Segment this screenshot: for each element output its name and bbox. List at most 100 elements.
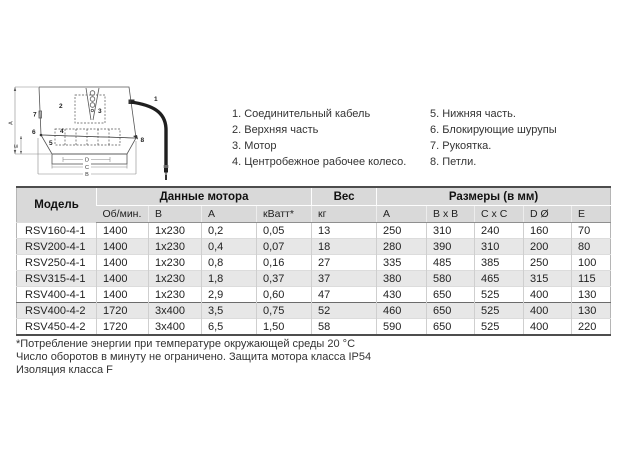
table-row: RSV250-4-1 1400 1x230 0,8 0,16 27 335 485 385 250…: [16, 254, 611, 271]
dim-label-d: D: [85, 158, 89, 164]
column-header-volts: В: [148, 205, 202, 223]
lower-body-outline: [40, 134, 137, 155]
value-cell: 1400: [96, 286, 149, 303]
value-cell: 400: [523, 286, 572, 303]
value-cell: 650: [426, 286, 475, 303]
spec-table-body: RSV160-4-1 1400 1x230 0,2 0,05 13 250 310 240 160…: [16, 222, 611, 335]
value-cell: 115: [571, 270, 611, 287]
column-header-kg: кг: [311, 205, 377, 223]
fan-diagram: A E D C B 1 2 3 4 5 6 7 8: [9, 86, 169, 180]
column-header-model: Модель: [16, 187, 97, 223]
dim-label-e: E: [14, 144, 20, 148]
table-group-header: Модель Данные мотора Вес Размеры (в мм): [16, 187, 611, 223]
value-cell: 130: [571, 302, 611, 319]
value-cell: 70: [571, 222, 611, 239]
value-cell: 1x230: [148, 238, 202, 255]
column-group-weight: Вес: [311, 187, 377, 206]
value-cell: 1400: [96, 222, 149, 239]
handle-mark: [38, 110, 42, 119]
column-header-dim-e: E: [571, 205, 611, 223]
value-cell: 485: [426, 254, 475, 271]
legend-item: 3. Мотор: [232, 140, 277, 152]
legend-item: 7. Рукоятка.: [430, 140, 492, 152]
legend-item: 8. Петли.: [430, 156, 477, 168]
model-cell: RSV315-4-1: [16, 270, 97, 287]
value-cell: 200: [523, 238, 572, 255]
footnote-line: Число оборотов в минуту не ограничено. З…: [16, 351, 372, 363]
impeller-outline: [54, 128, 121, 146]
parts-legend-left: 1. Соединительный кабель 2. Верхняя част…: [232, 106, 406, 170]
column-group-motor-data: Данные мотора: [95, 187, 312, 206]
table-row: RSV400-4-1 1400 1x230 2,9 0,60 47 430 650 525 400…: [16, 286, 611, 303]
value-cell: 430: [376, 286, 427, 303]
value-cell: 0,07: [255, 238, 312, 255]
value-cell: 37: [311, 270, 377, 287]
dim-label-c: C: [85, 165, 89, 171]
model-cell: RSV400-4-2: [16, 302, 97, 319]
part-label-upper: 2: [59, 103, 63, 110]
column-header-amps: А: [201, 205, 257, 223]
screw-marker: [39, 133, 43, 137]
value-cell: 1720: [96, 302, 149, 319]
value-cell: 465: [474, 270, 524, 287]
value-cell: 650: [426, 318, 475, 335]
hinge-marker: [133, 135, 138, 140]
value-cell: 100: [571, 254, 611, 271]
table-row: RSV160-4-1 1400 1x230 0,2 0,05 13 250 310 240 160…: [16, 222, 611, 239]
column-group-dimensions: Размеры (в мм): [376, 187, 611, 206]
value-cell: 52: [311, 302, 377, 319]
value-cell: 1x230: [148, 254, 202, 271]
value-cell: 250: [523, 254, 572, 271]
dim-label-b: B: [85, 172, 89, 178]
legend-item: 2. Верхняя часть: [232, 124, 319, 136]
table-row: RSV450-4-2 1720 3x400 6,5 1,50 58 590 650 525 400…: [16, 318, 611, 335]
legend-item: 6. Блокирующие шурупы: [430, 124, 557, 136]
column-header-dim-a: A: [376, 205, 427, 223]
value-cell: 0,37: [255, 270, 312, 287]
footnote-line: *Потребление энергии при температуре окр…: [16, 338, 356, 350]
table-row: RSV400-4-2 1720 3x400 3,5 0,75 52 460 650 525 400…: [16, 302, 611, 319]
value-cell: 0,4: [201, 238, 257, 255]
value-cell: 1,8: [201, 270, 257, 287]
value-cell: 310: [426, 222, 475, 239]
dim-label-a: A: [9, 121, 15, 125]
model-cell: RSV450-4-2: [16, 318, 97, 335]
table-sub-header: Об/мин. В А кВатт* кг A B x B C x C D Ø …: [17, 205, 611, 223]
column-header-dim-c: C x C: [474, 205, 524, 223]
model-cell: RSV400-4-1: [16, 286, 97, 303]
part-label-handle: 7: [33, 112, 37, 119]
value-cell: 525: [474, 318, 524, 335]
legend-item: 1. Соединительный кабель: [232, 108, 371, 120]
footnote-line: Изоляция класса F: [16, 364, 113, 376]
value-cell: 1400: [96, 238, 149, 255]
value-cell: 400: [523, 318, 572, 335]
value-cell: 310: [474, 238, 524, 255]
value-cell: 47: [311, 286, 377, 303]
value-cell: 220: [571, 318, 611, 335]
value-cell: 1400: [96, 254, 149, 271]
value-cell: 18: [311, 238, 377, 255]
parts-legend-right: 5. Нижняя часть. 6. Блокирующие шурупы 7…: [430, 106, 557, 170]
value-cell: 13: [311, 222, 377, 239]
value-cell: 1x230: [148, 222, 202, 239]
motor-outline: [74, 94, 106, 124]
value-cell: 590: [376, 318, 427, 335]
value-cell: 1x230: [148, 286, 202, 303]
part-label-impeller: 4: [60, 128, 64, 135]
value-cell: 380: [376, 270, 427, 287]
value-cell: 0,05: [255, 222, 312, 239]
value-cell: 1x230: [148, 270, 202, 287]
value-cell: 525: [474, 302, 524, 319]
part-label-motor: 3: [98, 108, 102, 115]
value-cell: 3x400: [148, 318, 202, 335]
value-cell: 525: [474, 286, 524, 303]
value-cell: 315: [523, 270, 572, 287]
value-cell: 6,5: [201, 318, 257, 335]
value-cell: 1720: [96, 318, 149, 335]
value-cell: 3,5: [201, 302, 257, 319]
value-cell: 280: [376, 238, 427, 255]
value-cell: 0,60: [255, 286, 312, 303]
value-cell: 400: [523, 302, 572, 319]
value-cell: 0,8: [201, 254, 257, 271]
value-cell: 250: [376, 222, 427, 239]
